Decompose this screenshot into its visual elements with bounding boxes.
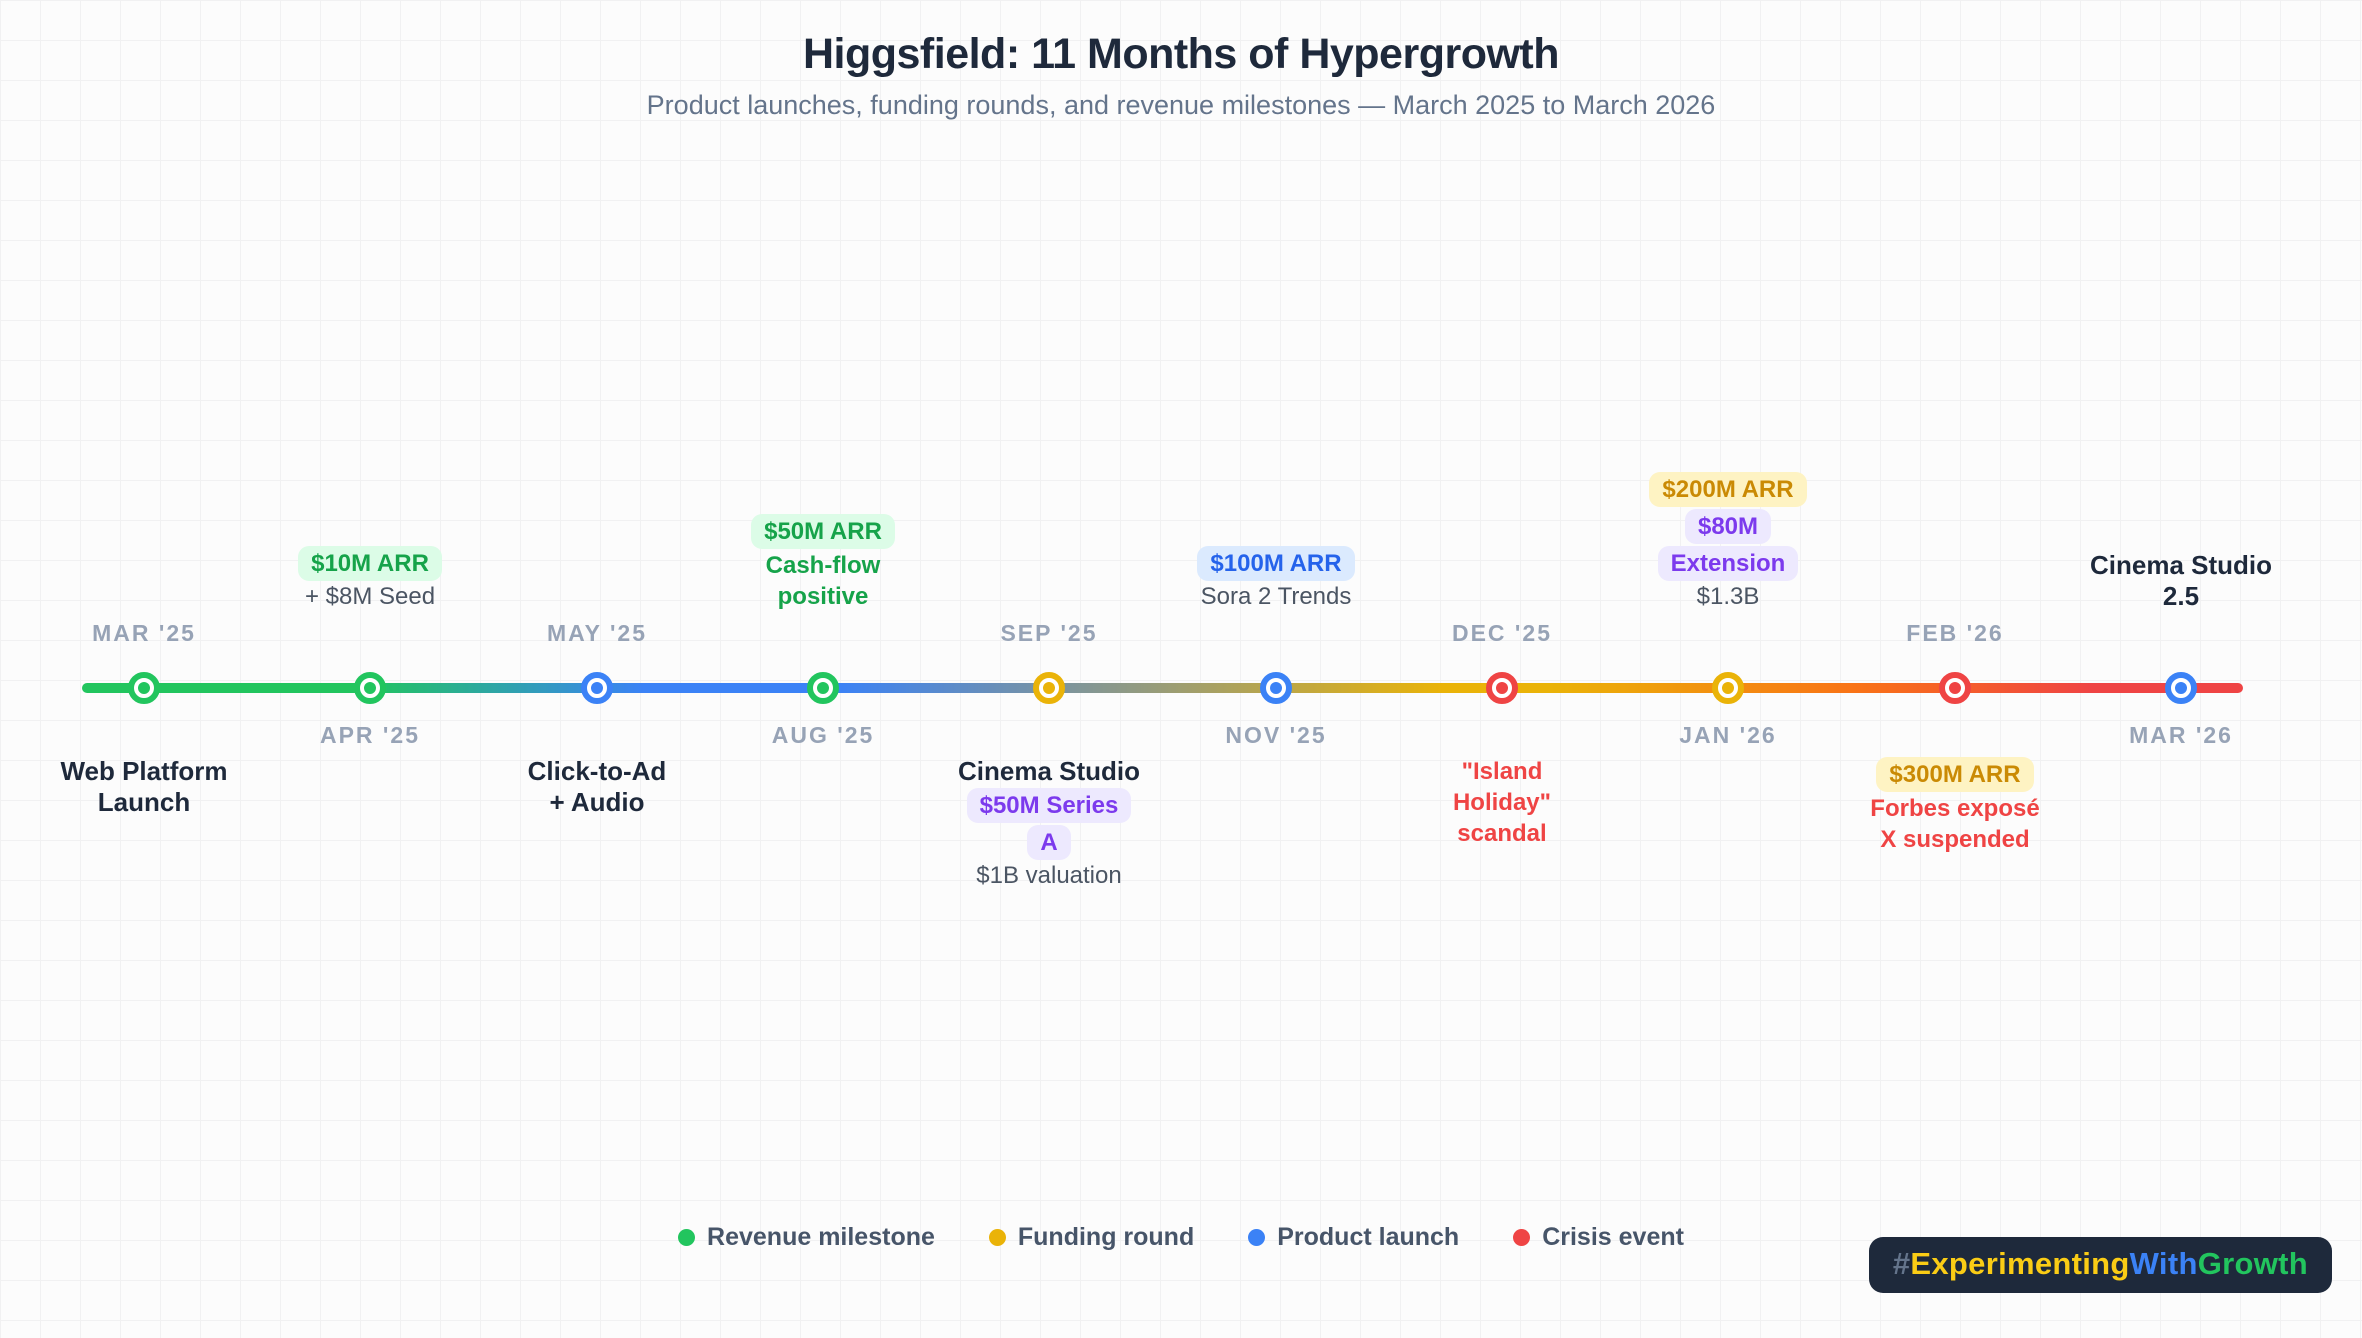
event-line: positive [777,583,869,610]
event-line: Sora 2 Trends [1200,583,1352,610]
event-pill: $50M ARR [751,514,895,549]
event-line: $300M ARR [1840,756,2070,793]
event-line: Extension [1613,545,1843,582]
event-line: X suspended [1880,826,2030,853]
month-label-dec-25: DEC '25 [1451,620,1552,646]
legend-item-funding-round: Funding round [988,1223,1195,1252]
event-line: + $8M Seed [304,583,436,610]
event-pill: $50M Series [966,788,1132,823]
month-label-jan-26: JAN '26 [1679,722,1777,748]
legend-dot-icon [1513,1229,1531,1246]
event-pill: $100M ARR [1197,546,1355,581]
event-pill: $300M ARR [1876,757,2034,792]
event-line: Cash-flow [765,552,881,579]
event-label-dec-25: "Island Holiday" scandal [1387,756,1617,849]
event-pill: $200M ARR [1649,472,1807,507]
badge-text-segment: With [2129,1246,2198,1281]
event-line: Launch [97,787,191,817]
event-line: $80M [1613,508,1843,545]
node-dot-icon [1270,682,1282,694]
event-line: scandal [1457,820,1547,847]
event-label-nov-25: $100M ARR Sora 2 Trends [1161,545,1391,612]
event-label-sep-25: Cinema Studio $50M Series A $1B valuation [934,756,1164,891]
node-dot-icon [1496,682,1508,694]
event-line: $1.3B [1696,583,1760,610]
month-label-sep-25: SEP '25 [1000,620,1098,646]
event-label-jan-26: $200M ARR $80M Extension $1.3B [1613,471,1843,612]
node-dot-icon [138,682,150,694]
month-label-aug-25: AUG '25 [771,722,875,748]
month-label-apr-25: APR '25 [319,722,420,748]
event-line: $10M ARR [255,545,485,582]
page-subtitle: Product launches, funding rounds, and re… [646,90,1716,120]
event-pill: $80M [1684,509,1772,544]
event-label-mar-26: Cinema Studio 2.5 [2066,550,2296,612]
legend-label: Revenue milestone [707,1223,935,1251]
event-line: $50M ARR [708,513,938,550]
legend-dot-icon [1248,1229,1266,1246]
legend-label: Crisis event [1542,1223,1684,1251]
month-label-may-25: MAY '25 [546,620,648,646]
event-line: $200M ARR [1613,471,1843,508]
month-label-mar-25: MAR '25 [92,620,196,646]
timeline-node-dec-25 [1486,672,1518,704]
legend-item-revenue-milestone: Revenue milestone [678,1223,935,1252]
badge-text-segment: # [1892,1246,1911,1281]
legend-dot-icon [678,1229,696,1246]
event-line: + Audio [549,787,645,817]
node-dot-icon [591,682,603,694]
event-line: $100M ARR [1161,545,1391,582]
event-pill: $10M ARR [298,546,442,581]
event-line: Cinema Studio [2089,550,2272,580]
event-label-apr-25: $10M ARR + $8M Seed [255,545,485,612]
timeline-node-mar-26 [2165,672,2197,704]
legend-label: Funding round [1017,1223,1195,1251]
event-label-feb-26: $300M ARR Forbes exposé X suspended [1840,756,2070,855]
legend-item-product-launch: Product launch [1248,1223,1459,1252]
month-label-feb-26: FEB '26 [1906,620,2004,646]
event-pill: A [1027,825,1071,860]
timeline-node-may-25 [581,672,613,704]
event-line: Click-to-Ad [527,756,667,786]
hashtag-badge: #ExperimentingWithGrowth [1868,1237,2332,1293]
event-line: Web Platform [60,756,228,786]
node-dot-icon [817,682,829,694]
node-dot-icon [1722,682,1734,694]
event-line: Cinema Studio [957,756,1140,786]
month-label-mar-26: MAR '26 [2129,722,2233,748]
node-dot-icon [1949,682,1961,694]
event-line: A [934,824,1164,861]
page-title: Higgsfield: 11 Months of Hypergrowth [802,30,1560,78]
timeline-node-feb-26 [1939,672,1971,704]
event-line: 2.5 [2162,581,2200,611]
timeline-gradient-line [82,683,2243,693]
event-label-may-25: Click-to-Ad + Audio [482,756,712,818]
badge-text-segment: Experimenting [1910,1246,2130,1281]
timeline-node-mar-25 [128,672,160,704]
event-line: $1B valuation [976,862,1122,889]
event-line: Forbes exposé [1870,795,2040,822]
event-line: "Island [1461,758,1543,785]
badge-text-segment: Growth [2197,1246,2308,1281]
node-dot-icon [2175,682,2187,694]
legend-label: Product launch [1277,1223,1460,1251]
event-line: $50M Series [934,787,1164,824]
event-label-mar-25: Web Platform Launch [29,756,259,818]
timeline-node-jan-26 [1712,672,1744,704]
month-label-nov-25: NOV '25 [1225,722,1327,748]
timeline-node-apr-25 [354,672,386,704]
node-dot-icon [1043,682,1055,694]
legend-item-crisis-event: Crisis event [1513,1223,1684,1252]
timeline-node-nov-25 [1260,672,1292,704]
timeline-node-aug-25 [807,672,839,704]
timeline-node-sep-25 [1033,672,1065,704]
event-line: Holiday" [1452,789,1552,816]
node-dot-icon [364,682,376,694]
event-pill: Extension [1657,546,1799,581]
event-label-aug-25: $50M ARR Cash-flow positive [708,513,938,612]
legend-dot-icon [988,1229,1006,1246]
legend: Revenue milestone Funding round Product la… [0,1223,2362,1252]
